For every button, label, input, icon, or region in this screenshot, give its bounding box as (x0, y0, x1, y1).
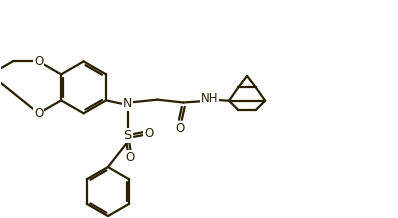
Text: O: O (176, 122, 185, 135)
Text: S: S (123, 129, 132, 142)
Text: NH: NH (201, 92, 218, 105)
Text: O: O (34, 55, 43, 68)
Text: O: O (34, 107, 43, 120)
Text: O: O (125, 151, 134, 164)
Text: N: N (123, 97, 133, 111)
Text: O: O (144, 127, 153, 140)
